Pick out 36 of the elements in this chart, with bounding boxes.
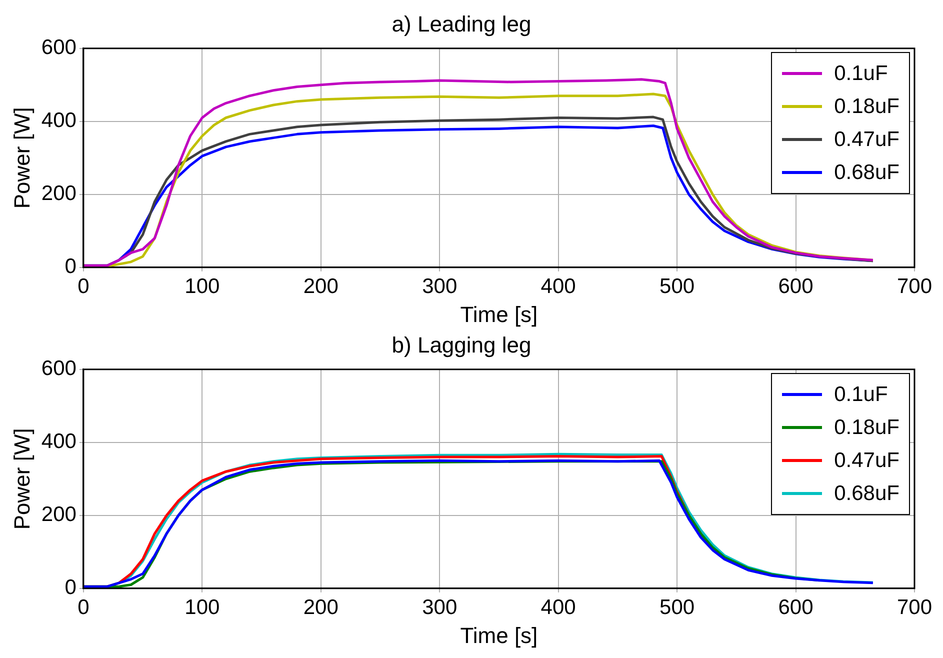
y-tick-label: 0 (64, 255, 76, 278)
chart-title: b) Lagging leg (392, 332, 532, 358)
x-tick-label: 300 (422, 274, 458, 298)
y-tick-label: 600 (41, 36, 76, 60)
x-tick-label: 100 (184, 274, 220, 298)
legend-label: 0.47uF (834, 127, 900, 154)
x-tick-label: 100 (184, 596, 220, 619)
x-tick-label: 200 (303, 274, 338, 298)
legend-label: 0.68uF (834, 481, 900, 508)
y-tick-label: 0 (64, 576, 76, 600)
y-tick-label: 400 (41, 109, 76, 132)
x-tick-label: 500 (660, 274, 695, 298)
x-tick-label: 600 (778, 596, 814, 619)
chart-title: a) Leading leg (392, 11, 532, 36)
x-tick-label: 700 (896, 596, 932, 619)
x-tick-label: 700 (896, 274, 932, 298)
y-axis-title: Power [W] (9, 107, 34, 209)
legend-label: 0.1uF (834, 382, 888, 408)
y-tick-label: 200 (41, 182, 76, 206)
x-tick-label: 400 (540, 274, 576, 298)
legend-label: 0.18uF (834, 94, 900, 120)
y-tick-label: 600 (41, 357, 76, 380)
legend-label: 0.68uF (834, 160, 900, 186)
x-tick-label: 300 (422, 596, 458, 619)
x-tick-label: 400 (540, 596, 576, 619)
y-tick-label: 400 (41, 430, 76, 454)
y-tick-label: 200 (41, 503, 76, 526)
y-axis-title: Power [W] (9, 428, 34, 530)
x-axis-title: Time [s] (460, 302, 538, 327)
x-axis-title: Time [s] (460, 622, 538, 648)
legend-label: 0.1uF (834, 61, 888, 88)
x-tick-label: 500 (660, 596, 695, 619)
x-tick-label: 600 (778, 274, 814, 298)
legend-label: 0.18uF (834, 415, 900, 442)
legend-label: 0.47uF (834, 448, 900, 474)
x-tick-label: 200 (303, 596, 338, 619)
